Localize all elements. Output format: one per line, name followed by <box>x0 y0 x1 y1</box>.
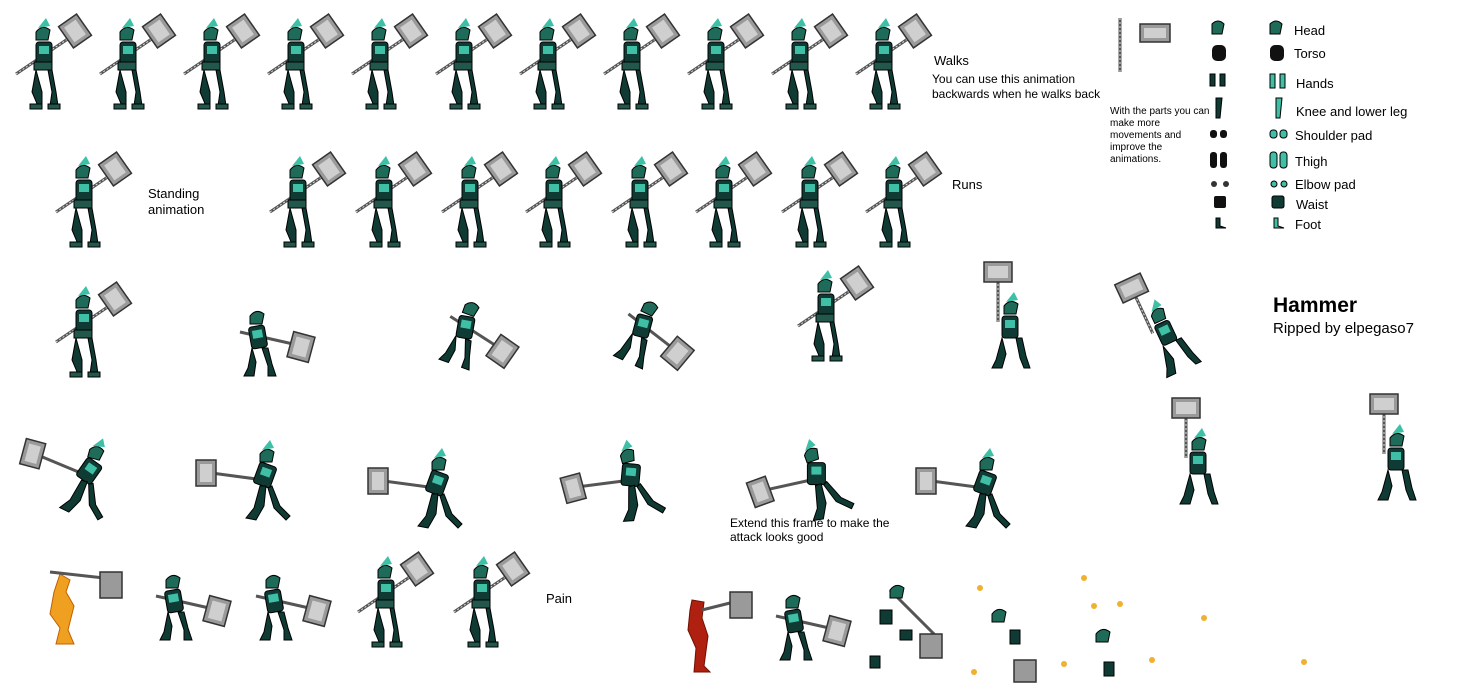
part-label-shoulder-pad: Shoulder pad <box>1295 128 1373 143</box>
walks-label: Walks <box>934 53 969 68</box>
pain-label: Pain <box>546 591 573 606</box>
runs-label: Runs <box>952 177 983 192</box>
knee-icon <box>1215 97 1283 119</box>
death-frames <box>687 575 1307 683</box>
death-debris <box>991 608 1115 683</box>
part-icons <box>1209 20 1288 229</box>
part-label-head: Head <box>1294 23 1326 38</box>
death-red-flash <box>687 591 753 673</box>
sheet-title: Hammer <box>1273 294 1358 317</box>
pain-frames <box>49 550 531 649</box>
part-label-knee: Knee and lower leg <box>1296 104 1408 119</box>
head-icon <box>1211 20 1283 35</box>
part-label-torso: Torso <box>1294 46 1326 61</box>
pain-flash-orange <box>49 570 123 645</box>
standing-label-line-2: animation <box>148 202 205 217</box>
hammer-parts <box>1118 18 1171 72</box>
death-scatter-1 <box>869 584 943 669</box>
standing-label-line-1: Standing <box>148 186 200 201</box>
death-sparks <box>971 575 1307 675</box>
extend-note-line-1: Extend this frame to make the <box>730 516 890 530</box>
part-label-thigh: Thigh <box>1295 154 1328 169</box>
waist-icon <box>1214 195 1285 209</box>
credit-line: Ripped by elpegaso7 <box>1273 320 1414 337</box>
standing-frame <box>54 150 133 249</box>
torso-icon <box>1212 45 1284 61</box>
run-frames <box>268 150 943 249</box>
thigh-icon <box>1210 151 1288 169</box>
walks-note-line-2: backwards when he walks back <box>932 87 1101 101</box>
hands-icon <box>1209 73 1286 89</box>
extend-note-line-2: attack looks good <box>730 530 824 544</box>
parts-note: With the parts you can make more movemen… <box>1110 106 1210 165</box>
attack-windup-frames <box>54 260 1203 387</box>
attack-swing-frames <box>9 392 1418 541</box>
elbow-pad-icon <box>1211 180 1288 188</box>
part-label-foot: Foot <box>1295 217 1322 232</box>
walk-frames <box>14 12 933 111</box>
walks-note-line-1: You can use this animation <box>932 72 1075 86</box>
part-label-waist: Waist <box>1296 197 1329 212</box>
shoulder-pad-icon <box>1210 129 1288 139</box>
part-label-elbow-pad: Elbow pad <box>1295 177 1356 192</box>
foot-icon <box>1215 217 1285 229</box>
part-label-hands: Hands <box>1296 76 1334 91</box>
